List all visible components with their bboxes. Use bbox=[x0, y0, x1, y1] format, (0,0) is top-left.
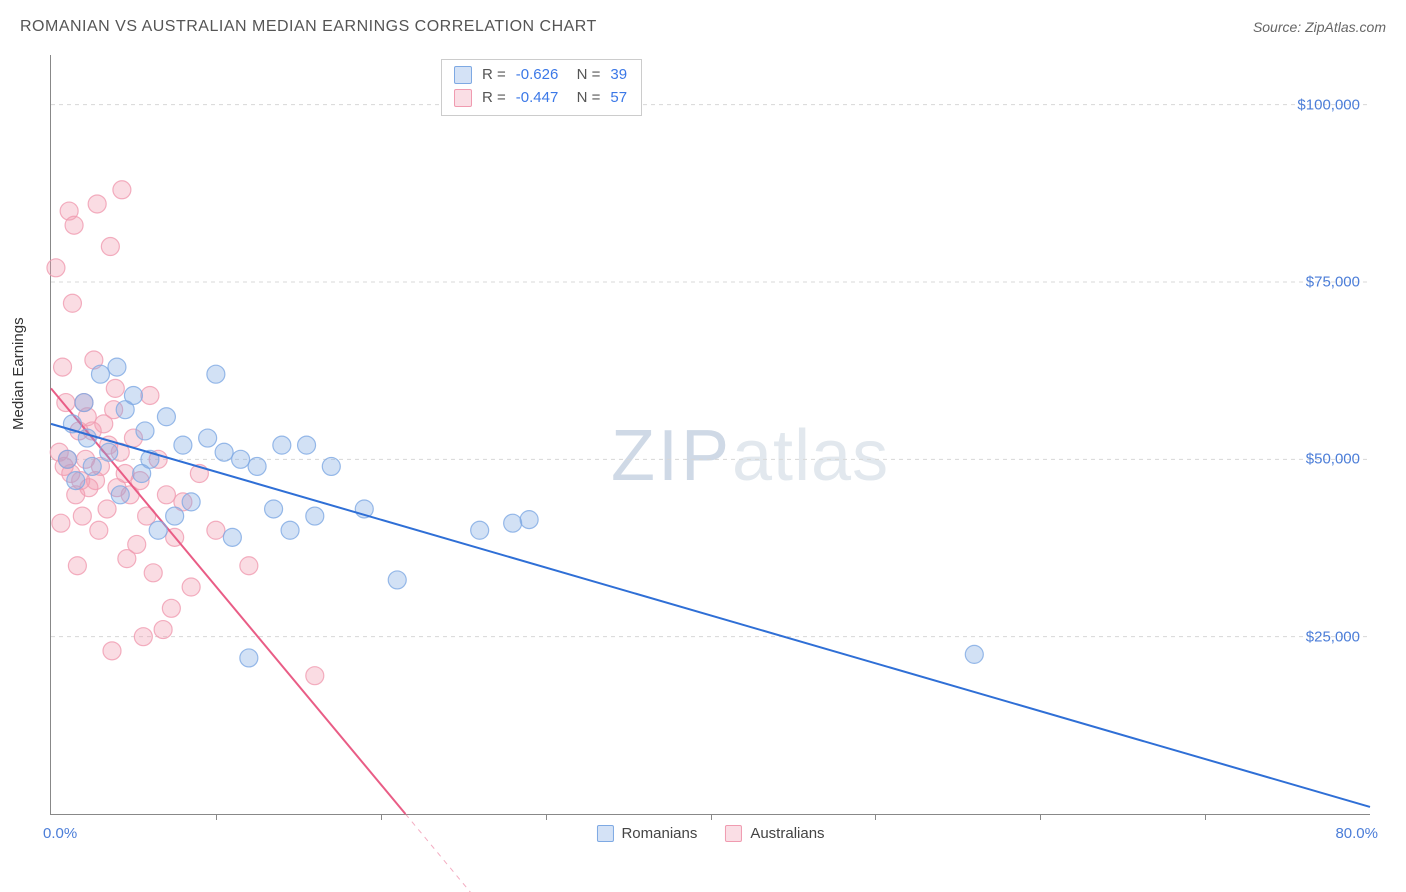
data-point bbox=[136, 422, 154, 440]
data-point bbox=[388, 571, 406, 589]
source-attribution: Source: ZipAtlas.com bbox=[1253, 19, 1386, 35]
data-point bbox=[207, 365, 225, 383]
data-point bbox=[101, 238, 119, 256]
legend-swatch-australians bbox=[725, 825, 742, 842]
data-point bbox=[232, 450, 250, 468]
x-tick bbox=[875, 814, 876, 820]
y-axis-title: Median Earnings bbox=[10, 317, 27, 430]
data-point bbox=[154, 621, 172, 639]
data-point bbox=[265, 500, 283, 518]
data-point bbox=[248, 457, 266, 475]
x-axis-max-label: 80.0% bbox=[1335, 825, 1378, 842]
data-point bbox=[88, 195, 106, 213]
data-point bbox=[52, 514, 70, 532]
data-point bbox=[965, 645, 983, 663]
data-point bbox=[103, 642, 121, 660]
x-tick bbox=[381, 814, 382, 820]
stats-legend-box: R = -0.626 N = 39 R = -0.447 N = 57 bbox=[441, 59, 642, 116]
data-point bbox=[322, 457, 340, 475]
data-point bbox=[240, 557, 258, 575]
data-point bbox=[199, 429, 217, 447]
stat-n-australians: 57 bbox=[610, 87, 627, 110]
plot-area: ZIPatlas R = -0.626 N = 39 R = -0.447 N … bbox=[50, 55, 1370, 815]
data-point bbox=[134, 628, 152, 646]
data-point bbox=[141, 386, 159, 404]
legend-label-australians: Australians bbox=[750, 825, 824, 842]
data-point bbox=[128, 535, 146, 553]
stats-row-australians: R = -0.447 N = 57 bbox=[454, 87, 627, 110]
data-point bbox=[182, 578, 200, 596]
data-point bbox=[166, 507, 184, 525]
stats-row-romanians: R = -0.626 N = 39 bbox=[454, 64, 627, 87]
x-tick bbox=[1040, 814, 1041, 820]
swatch-australians bbox=[454, 89, 472, 107]
data-point bbox=[215, 443, 233, 461]
stat-r-australians: -0.447 bbox=[516, 87, 559, 110]
data-point bbox=[504, 514, 522, 532]
data-point bbox=[98, 500, 116, 518]
data-point bbox=[113, 181, 131, 199]
data-point bbox=[65, 216, 83, 234]
data-point bbox=[471, 521, 489, 539]
legend-item-australians: Australians bbox=[725, 825, 824, 842]
trend-line-extension bbox=[405, 814, 487, 892]
data-point bbox=[273, 436, 291, 454]
data-point bbox=[75, 394, 93, 412]
legend-item-romanians: Romanians bbox=[596, 825, 697, 842]
chart-svg bbox=[51, 55, 1370, 814]
y-tick-label: $100,000 bbox=[1297, 96, 1360, 113]
trend-line bbox=[51, 424, 1370, 807]
data-point bbox=[520, 511, 538, 529]
data-point bbox=[67, 472, 85, 490]
y-tick-label: $50,000 bbox=[1306, 451, 1360, 468]
y-tick-label: $75,000 bbox=[1306, 273, 1360, 290]
data-point bbox=[281, 521, 299, 539]
data-point bbox=[306, 667, 324, 685]
x-tick bbox=[216, 814, 217, 820]
x-tick bbox=[546, 814, 547, 820]
chart-title: ROMANIAN VS AUSTRALIAN MEDIAN EARNINGS C… bbox=[20, 18, 597, 36]
data-point bbox=[108, 358, 126, 376]
x-tick bbox=[711, 814, 712, 820]
data-point bbox=[149, 521, 167, 539]
data-point bbox=[240, 649, 258, 667]
data-point bbox=[47, 259, 65, 277]
legend-swatch-romanians bbox=[596, 825, 613, 842]
data-point bbox=[73, 507, 91, 525]
data-point bbox=[90, 521, 108, 539]
data-point bbox=[207, 521, 225, 539]
data-point bbox=[162, 599, 180, 617]
legend-label-romanians: Romanians bbox=[621, 825, 697, 842]
bottom-legend: Romanians Australians bbox=[596, 825, 824, 842]
data-point bbox=[68, 557, 86, 575]
data-point bbox=[298, 436, 316, 454]
stat-r-romanians: -0.626 bbox=[516, 64, 559, 87]
data-point bbox=[157, 486, 175, 504]
title-bar: ROMANIAN VS AUSTRALIAN MEDIAN EARNINGS C… bbox=[20, 18, 1386, 36]
x-tick bbox=[1205, 814, 1206, 820]
data-point bbox=[100, 443, 118, 461]
data-point bbox=[182, 493, 200, 511]
data-point bbox=[111, 486, 129, 504]
data-point bbox=[306, 507, 324, 525]
data-point bbox=[124, 386, 142, 404]
swatch-romanians bbox=[454, 66, 472, 84]
x-axis-min-label: 0.0% bbox=[43, 825, 77, 842]
data-point bbox=[91, 365, 109, 383]
data-point bbox=[63, 294, 81, 312]
data-point bbox=[106, 379, 124, 397]
data-point bbox=[83, 457, 101, 475]
data-point bbox=[58, 450, 76, 468]
y-tick-label: $25,000 bbox=[1306, 628, 1360, 645]
data-point bbox=[54, 358, 72, 376]
data-point bbox=[157, 408, 175, 426]
data-point bbox=[174, 436, 192, 454]
stat-n-romanians: 39 bbox=[610, 64, 627, 87]
data-point bbox=[223, 528, 241, 546]
data-point bbox=[57, 394, 75, 412]
data-point bbox=[144, 564, 162, 582]
